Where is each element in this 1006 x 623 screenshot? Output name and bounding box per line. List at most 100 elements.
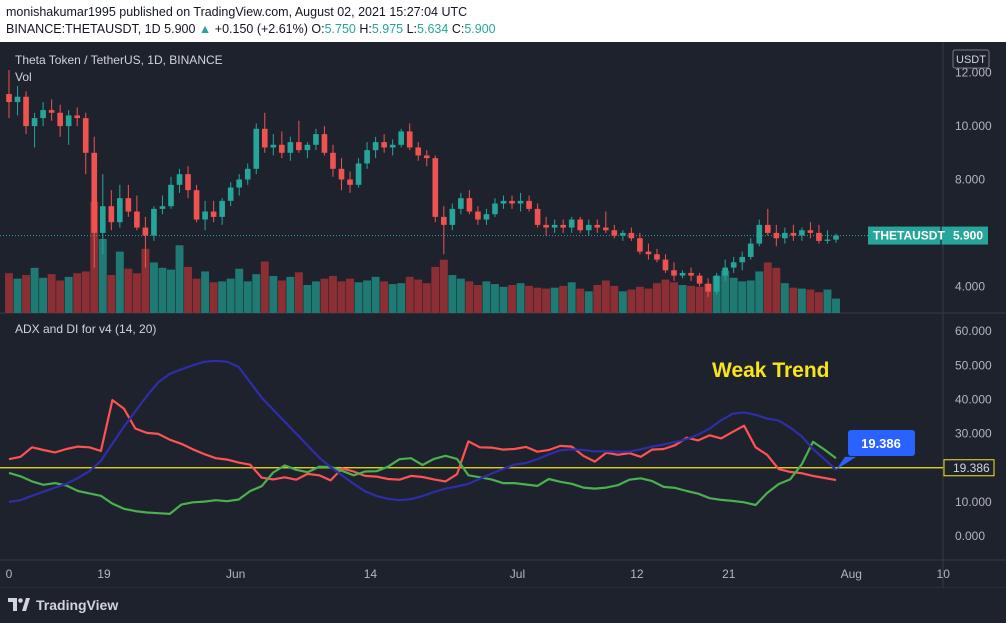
- price-tag-symbol: THETAUSDT: [873, 229, 945, 243]
- candle-body: [594, 224, 601, 228]
- volume-bar: [704, 284, 713, 313]
- open-label: O:: [311, 22, 325, 36]
- volume-bar: [192, 278, 201, 313]
- volume-bar: [678, 284, 687, 313]
- candle-body: [568, 219, 575, 228]
- candle-body: [611, 230, 618, 236]
- candle-body: [773, 232, 780, 239]
- candle-body: [645, 251, 652, 255]
- volume-bar: [593, 284, 602, 313]
- candle-body: [313, 134, 319, 145]
- candle-body: [782, 232, 788, 239]
- volume-bar: [516, 283, 525, 313]
- candle-body: [585, 224, 592, 231]
- volume-bar: [618, 291, 627, 313]
- candle-body: [628, 232, 635, 239]
- tradingview-logo-icon: [8, 598, 30, 611]
- volume-bar: [311, 281, 320, 313]
- candle-body: [807, 230, 814, 233]
- chart-canvas[interactable]: 12.000 10.000 8.000 4.000 USDT 60.000 50.000 40…: [0, 42, 1006, 587]
- price-tag: [868, 226, 988, 245]
- candle-body: [560, 224, 566, 228]
- volume-bar: [772, 267, 781, 313]
- candle-body: [389, 144, 396, 148]
- candle-body: [270, 144, 277, 148]
- indicator-title: ADX and DI for v4 (14, 20): [15, 322, 157, 336]
- adx-callout-pointer: [836, 456, 856, 470]
- time-tick-label: 14: [364, 567, 378, 581]
- close-value: 5.900: [464, 22, 496, 36]
- volume-bar: [627, 289, 636, 313]
- volume-bar: [448, 275, 457, 313]
- candle-body: [526, 200, 532, 209]
- candle-body: [637, 238, 643, 252]
- volume-bar: [252, 274, 261, 313]
- candle-body: [551, 224, 558, 228]
- volume-bar: [533, 287, 542, 313]
- price-tick-label: 4.000: [955, 279, 985, 293]
- low-label: L:: [406, 22, 418, 36]
- indicator-tick-label: 40.000: [955, 392, 992, 406]
- candle-body: [543, 224, 549, 228]
- volume-bar: [559, 285, 568, 313]
- last-price: 5.900: [164, 22, 196, 36]
- candle-body: [287, 142, 294, 153]
- volume-bar: [115, 251, 124, 313]
- volume-bar: [652, 283, 661, 313]
- axes: 12.000 10.000 8.000 4.000 USDT 60.000 50.000 40…: [6, 49, 992, 581]
- volume-bar: [167, 269, 175, 313]
- time-tick-label: Aug: [841, 567, 862, 581]
- high-label: H:: [359, 22, 372, 36]
- time-tick-label: 21: [722, 567, 736, 581]
- candle-body: [747, 243, 754, 257]
- high-value: 5.975: [371, 22, 404, 36]
- candle-body: [219, 200, 225, 217]
- symbol-line: BINANCE:THETAUSDT, 1D: [6, 22, 161, 36]
- volume-bar: [243, 281, 252, 313]
- volume-bar: [226, 278, 235, 313]
- volume-bar: [5, 273, 13, 313]
- candle-body: [492, 203, 498, 215]
- volume-bar: [124, 268, 133, 313]
- volume-bar: [175, 245, 184, 313]
- volume-bar: [73, 273, 82, 313]
- volume-bar: [601, 280, 610, 313]
- candle-body: [108, 206, 115, 223]
- candle-body: [824, 239, 831, 241]
- volume-bar: [763, 262, 772, 313]
- volume-bar: [789, 287, 798, 313]
- candle-body: [739, 256, 746, 263]
- candle-body: [756, 224, 763, 244]
- candle-body: [671, 270, 677, 276]
- candle-body: [696, 275, 703, 284]
- candle-body: [168, 184, 174, 207]
- ohlc-line: BINANCE:THETAUSDT, 1D 5.900 ▲ +0.150 (+2…: [6, 22, 496, 36]
- candle-body: [74, 115, 81, 119]
- volume-bar: [721, 270, 730, 313]
- time-tick-label: 0: [6, 567, 13, 581]
- volume-bar: [30, 267, 39, 313]
- footer: TradingView: [0, 587, 1006, 623]
- volume-bar: [13, 278, 22, 313]
- candle-body: [381, 142, 387, 148]
- price-tick-label: 12.000: [955, 66, 992, 80]
- currency-badge: [952, 49, 990, 69]
- volume-bar: [201, 271, 210, 313]
- tradingview-logo[interactable]: TradingView: [8, 597, 118, 613]
- candle-body: [833, 235, 839, 240]
- volume-bar: [729, 277, 738, 313]
- chart-area[interactable]: 12.000 10.000 8.000 4.000 USDT 60.000 50.000 40…: [0, 42, 1006, 587]
- volume-bar: [755, 271, 764, 313]
- candle-body: [406, 131, 413, 148]
- candle-body: [441, 216, 447, 225]
- candle-body: [449, 208, 456, 225]
- volume-bar: [670, 282, 678, 313]
- volume-bar: [47, 274, 56, 313]
- candle-body: [40, 110, 46, 119]
- volume-bar: [277, 280, 286, 313]
- volume-bar: [260, 261, 269, 313]
- candle-body: [483, 214, 490, 220]
- volume-bar: [158, 267, 167, 313]
- volume-bar: [107, 275, 116, 313]
- candle-body: [125, 198, 132, 212]
